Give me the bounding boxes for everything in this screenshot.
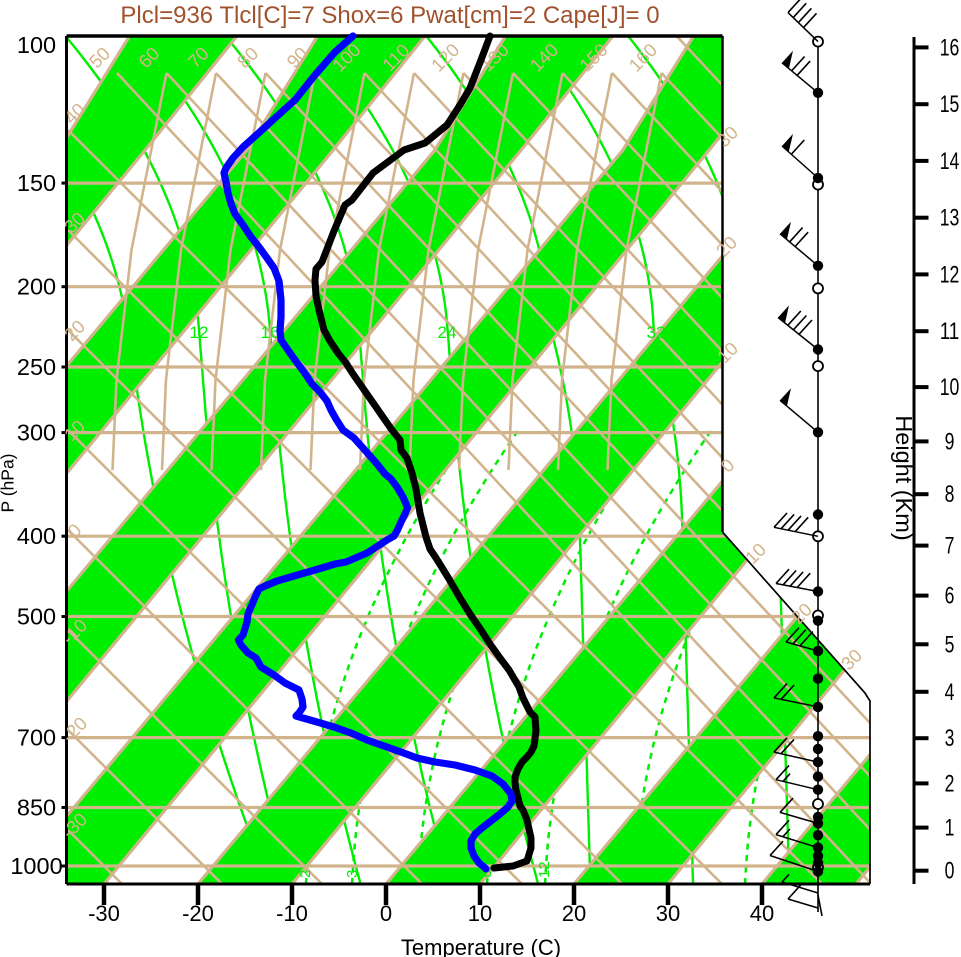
svg-text:24: 24	[438, 323, 457, 342]
svg-text:200: 200	[17, 274, 56, 300]
svg-text:3: 3	[945, 725, 955, 752]
svg-text:700: 700	[17, 725, 56, 751]
svg-text:8: 8	[478, 870, 495, 878]
svg-text:20: 20	[562, 901, 586, 926]
svg-text:0: 0	[945, 858, 955, 885]
svg-text:15: 15	[940, 91, 960, 118]
svg-text:2: 2	[297, 870, 314, 878]
svg-text:32: 32	[647, 323, 666, 342]
svg-text:3: 3	[344, 870, 361, 878]
svg-text:100: 100	[17, 32, 56, 58]
svg-text:-20: -20	[182, 901, 214, 926]
svg-text:13: 13	[940, 205, 960, 232]
svg-text:Temperature (C): Temperature (C)	[401, 935, 561, 957]
svg-text:0: 0	[380, 901, 392, 926]
svg-text:P (hPa): P (hPa)	[0, 453, 18, 512]
svg-text:300: 300	[17, 420, 56, 446]
svg-text:30: 30	[656, 901, 680, 926]
svg-text:1000: 1000	[10, 853, 62, 879]
svg-text:-30: -30	[88, 901, 120, 926]
svg-text:40: 40	[750, 901, 774, 926]
svg-text:10: 10	[468, 901, 492, 926]
svg-text:1: 1	[945, 815, 955, 842]
svg-text:Plcl=936 Tlcl[C]=7 Shox=6 Pwat: Plcl=936 Tlcl[C]=7 Shox=6 Pwat[cm]=2 Cap…	[120, 2, 659, 29]
svg-text:250: 250	[17, 354, 56, 380]
svg-text:6: 6	[945, 583, 955, 610]
svg-text:4: 4	[945, 679, 955, 706]
svg-text:9: 9	[945, 428, 955, 455]
svg-text:2: 2	[945, 770, 955, 797]
svg-text:12: 12	[940, 261, 960, 288]
svg-text:150: 150	[17, 170, 56, 196]
svg-text:12: 12	[536, 861, 553, 878]
svg-text:16: 16	[940, 34, 960, 61]
svg-text:-10: -10	[276, 901, 308, 926]
svg-text:500: 500	[17, 604, 56, 630]
svg-text:16: 16	[261, 323, 280, 342]
svg-text:Height (Km): Height (Km)	[891, 415, 917, 540]
svg-text:7: 7	[945, 533, 955, 560]
svg-text:14: 14	[940, 148, 960, 175]
svg-text:400: 400	[17, 523, 56, 549]
svg-text:8: 8	[945, 481, 955, 508]
svg-text:5: 5	[945, 631, 955, 658]
svg-text:850: 850	[17, 795, 56, 821]
svg-text:11: 11	[940, 318, 960, 345]
svg-text:12: 12	[190, 323, 209, 342]
svg-text:10: 10	[940, 374, 960, 401]
